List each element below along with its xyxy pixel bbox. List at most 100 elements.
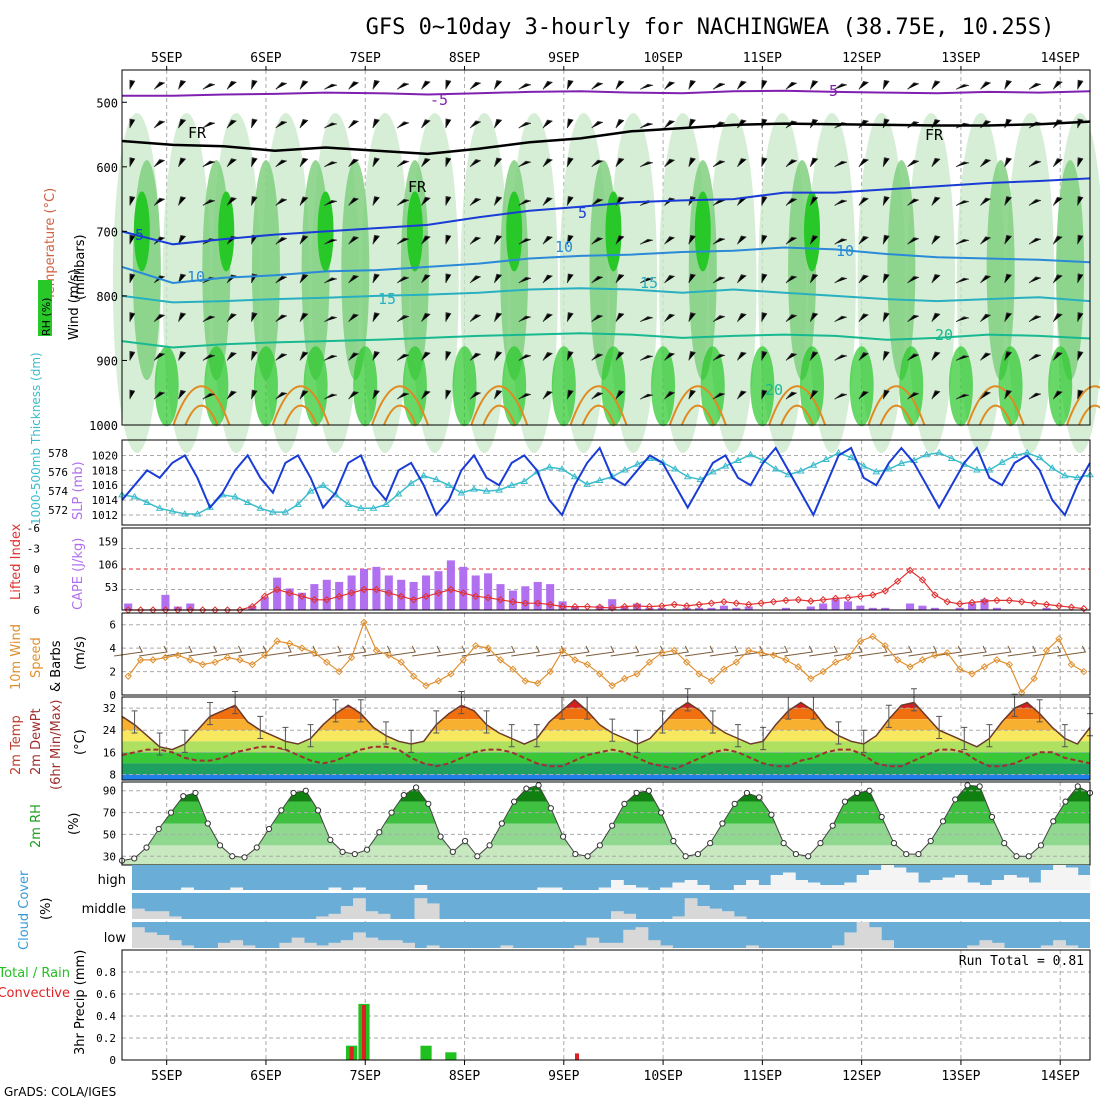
wind-barb [542, 158, 553, 168]
pressure-tick-label: 1000 [89, 419, 118, 433]
rh-tick-label: 30 [103, 850, 116, 863]
cloud-bar-low [365, 937, 379, 948]
wind-barb [421, 351, 431, 361]
wind-barb [518, 199, 531, 206]
cape-bar [707, 607, 716, 610]
temp-axis-label-1: 2m Temp [9, 715, 24, 775]
rh-tick-label: 70 [103, 807, 116, 820]
warm-isotherm [780, 404, 815, 426]
cape-bar [484, 573, 493, 610]
rh-mid-area [132, 160, 161, 381]
thickness-point [884, 465, 893, 472]
rh-axis-unit: (%) [67, 813, 82, 836]
wind-barb [712, 353, 725, 361]
wind-barb [1028, 276, 1041, 284]
cloud-bar-high [672, 882, 686, 890]
wind-barb [469, 352, 481, 361]
warm-isotherm [470, 385, 529, 426]
lifted-index-point [856, 592, 865, 601]
cloud-bar-high [930, 880, 944, 890]
cape-bar [570, 606, 580, 610]
thickness-point [180, 510, 189, 517]
wind-barb [202, 121, 215, 129]
wind-barb [251, 389, 258, 400]
wind-barb [275, 237, 287, 245]
rh-high-area [605, 191, 622, 272]
wind-barb [640, 83, 653, 90]
warm-isotherm [1066, 385, 1100, 426]
wind-barb [712, 392, 725, 400]
wind-barb [226, 119, 237, 129]
wind-speed-point [583, 660, 592, 669]
wind-speed-point [434, 677, 443, 685]
cloud-bar-low [353, 932, 366, 948]
rh-point [621, 800, 628, 807]
wind-barb [664, 120, 675, 129]
surface-wind-barb [883, 645, 913, 657]
pressure-axis-label: (millibars) [73, 234, 88, 300]
thickness-point [998, 458, 1006, 465]
wind-barb [980, 391, 991, 400]
cloud-bar-high [1040, 870, 1054, 890]
lifted-index-point [372, 585, 381, 594]
wind-barb [372, 79, 380, 90]
cloud-bar-high [807, 882, 821, 890]
rh-tick-label: 90 [103, 785, 116, 798]
rh-point [890, 840, 898, 847]
thickness-tick-label: 576 [48, 466, 68, 479]
thickness-point [972, 466, 981, 473]
temp-minmax-bar [332, 699, 339, 723]
wind-barb [299, 351, 309, 361]
wind-speed-point [943, 649, 951, 657]
thickness-point [708, 467, 717, 475]
wind-barb [591, 159, 603, 168]
temp-minmax-bar [357, 699, 364, 723]
wind-speed-point [931, 651, 939, 659]
wind-barb [469, 120, 481, 129]
lifted-index-point [745, 600, 753, 609]
isotherm-label: FR [408, 178, 427, 196]
warm-isotherm [879, 404, 914, 426]
dewpoint-line [121, 745, 1091, 770]
wind-barb [955, 393, 969, 400]
wind-barb [761, 389, 768, 400]
wind-barb [445, 79, 452, 90]
wind-barb [129, 195, 136, 206]
wind-barb [1004, 389, 1012, 400]
thickness-point [809, 461, 818, 468]
wind-barb [202, 199, 215, 206]
wind-barb [591, 353, 603, 361]
thickness-point [734, 456, 742, 463]
temp-minmax-bar [257, 715, 264, 739]
cloud-bar-low [217, 942, 231, 948]
wind-barb [396, 121, 409, 129]
wind-barb [980, 81, 991, 90]
thickness-point [520, 477, 529, 484]
wind-speed-point [372, 646, 381, 655]
cloud-bar-high [414, 885, 428, 890]
wind-barb [372, 157, 380, 167]
wind-barb [907, 275, 919, 284]
wind-barb [591, 120, 603, 129]
wind-speed-point [645, 658, 654, 666]
wind-barb [396, 276, 409, 284]
wind-barb [1052, 235, 1063, 245]
cloud-bar-low [967, 945, 980, 948]
wind-barb [324, 199, 337, 206]
wind-speed-point [1042, 646, 1051, 655]
wind-barb [688, 157, 696, 167]
isotherm-label: 10 [187, 268, 205, 286]
isotherm-label: 20 [765, 381, 783, 399]
wind-speed-point [682, 658, 691, 666]
wind-speed-point [174, 651, 182, 659]
lifted-index-point [484, 593, 492, 602]
lifted-index-point [707, 599, 716, 607]
rh-point [805, 853, 812, 860]
warm-isotherm [383, 404, 417, 426]
temp-minmax-bar [433, 710, 440, 734]
thickness-point [570, 472, 579, 480]
thickness-point [444, 481, 453, 488]
wind-speed-point [807, 674, 815, 683]
wind-barb [785, 352, 797, 361]
wind-barb [688, 234, 696, 245]
